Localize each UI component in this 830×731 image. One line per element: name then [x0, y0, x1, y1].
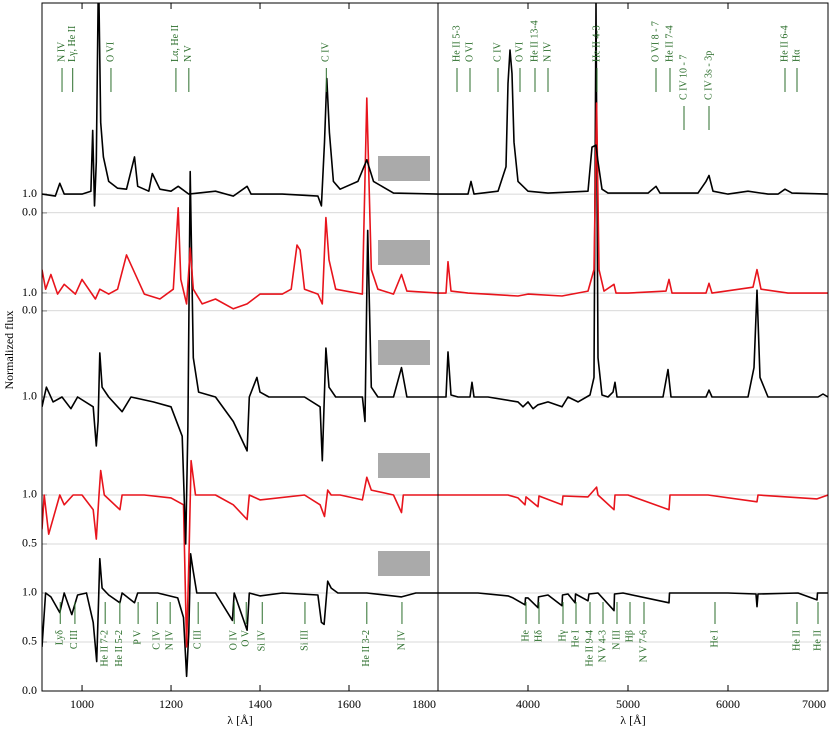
- line-id-label: He II: [812, 630, 823, 651]
- x-tick-label: 1000: [70, 697, 94, 711]
- y-tick-label: 0.5: [22, 634, 37, 648]
- line-id-label: O IV: [229, 629, 240, 650]
- line-id-label: Hβ: [624, 630, 635, 642]
- x-tick-label: 4000: [516, 697, 540, 711]
- spectra: [438, 3, 828, 612]
- line-id-label: N III: [611, 630, 622, 650]
- line-id-label: He II 5-2: [114, 630, 125, 667]
- line-id-label: C III: [192, 630, 203, 649]
- y-tick-label: 1.0: [22, 487, 37, 501]
- line-id-label: Lγ, He II: [67, 26, 78, 62]
- line-id-label: C IV: [492, 42, 503, 63]
- spectrum-line: [438, 102, 828, 297]
- line-id-label: Si III: [299, 630, 310, 651]
- y-tick-label: 0.0: [22, 204, 37, 218]
- line-id-label: He II 5-3: [451, 25, 462, 62]
- x-tick-label: 1800: [412, 697, 436, 711]
- y-tick-label: 1.0: [22, 186, 37, 200]
- line-id-label: N V: [183, 44, 194, 62]
- line-id-label: He II 7-2: [99, 630, 110, 667]
- line-id-label: He II 4-3: [591, 25, 602, 62]
- x-tick-label: 5000: [616, 697, 640, 711]
- line-id-label: N IV: [56, 41, 67, 62]
- line-id-label: Hα: [791, 49, 802, 62]
- x-tick-label: 1400: [248, 697, 272, 711]
- x-tick-label: 7000: [802, 697, 826, 711]
- line-id-label: He II 9-4: [584, 630, 595, 667]
- line-id-label: N V 4-3: [597, 630, 608, 662]
- spectrum-line: [438, 486, 828, 511]
- spectrum-line: [42, 170, 438, 545]
- line-id-label: N V 7-6: [638, 630, 649, 662]
- line-id-label: He I: [709, 630, 720, 648]
- line-id-label: P V: [132, 629, 143, 645]
- x-axis-label: λ [Å]: [620, 713, 645, 727]
- line-id-label: C IV: [152, 629, 163, 650]
- line-id-label: O V: [241, 629, 252, 647]
- x-tick-label: 6000: [716, 697, 740, 711]
- label-box: [378, 340, 430, 365]
- x-tick-label: 1600: [337, 697, 361, 711]
- line-id-label: C III: [69, 630, 80, 649]
- line-id-label: Lyδ: [55, 630, 66, 646]
- spectrum-line: [42, 459, 438, 648]
- line-id-label: He: [520, 629, 531, 641]
- line-id-label: O VI: [514, 42, 525, 62]
- line-id-label: C IV: [321, 42, 332, 63]
- y-axis-label: Normalized flux: [2, 311, 16, 390]
- line-id-label: O VI: [464, 42, 475, 62]
- label-box: [378, 156, 430, 181]
- spectrum-line: [438, 49, 828, 195]
- line-id-label: Lα, He II: [170, 25, 181, 62]
- label-box: [378, 240, 430, 265]
- line-id-label: N IV: [396, 629, 407, 650]
- y-tick-label: 1.0: [22, 285, 37, 299]
- line-id-label: C IV 10 - 7: [678, 55, 689, 100]
- line-id-label: O VI 8 - 7: [650, 21, 661, 62]
- label-box: [378, 453, 430, 478]
- x-axis-label: λ [Å]: [227, 713, 252, 727]
- line-id-label: Si IV: [257, 629, 268, 651]
- spectrum-line: [42, 3, 438, 207]
- y-tick-label: 0.0: [22, 302, 37, 316]
- line-id-label: He II 3-2: [361, 630, 372, 667]
- y-tick-label: 1.0: [22, 389, 37, 403]
- series-labels: [378, 156, 430, 576]
- y-tick-label: 0.5: [22, 536, 37, 550]
- line-id-label: C IV 3s - 3p: [703, 51, 714, 100]
- y-tick-label: 1.0: [22, 585, 37, 599]
- line-id-label: N IV: [164, 629, 175, 650]
- line-id-label: O VI: [105, 42, 116, 62]
- spectrum-line: [438, 3, 828, 410]
- panel-frame: [437, 2, 829, 692]
- spectra: [42, 3, 438, 678]
- line-id-label: He II 13-4: [529, 20, 540, 62]
- y-tick-label: 0.0: [22, 683, 37, 697]
- line-id-label: He I: [570, 630, 581, 648]
- spectrum-line: [42, 97, 438, 310]
- line-id-label: Hγ: [557, 629, 568, 641]
- line-id-label: Hδ: [533, 630, 544, 642]
- line-id-label: He II 6-4: [779, 25, 790, 62]
- x-tick-label: 1200: [159, 697, 183, 711]
- label-box: [378, 551, 430, 576]
- spectrum-line: [438, 592, 828, 612]
- line-id-label: N IV: [542, 41, 553, 62]
- line-id-label: He II 7-4: [664, 25, 675, 62]
- spectrum-line: [42, 553, 438, 678]
- line-id-label: He II: [791, 630, 802, 651]
